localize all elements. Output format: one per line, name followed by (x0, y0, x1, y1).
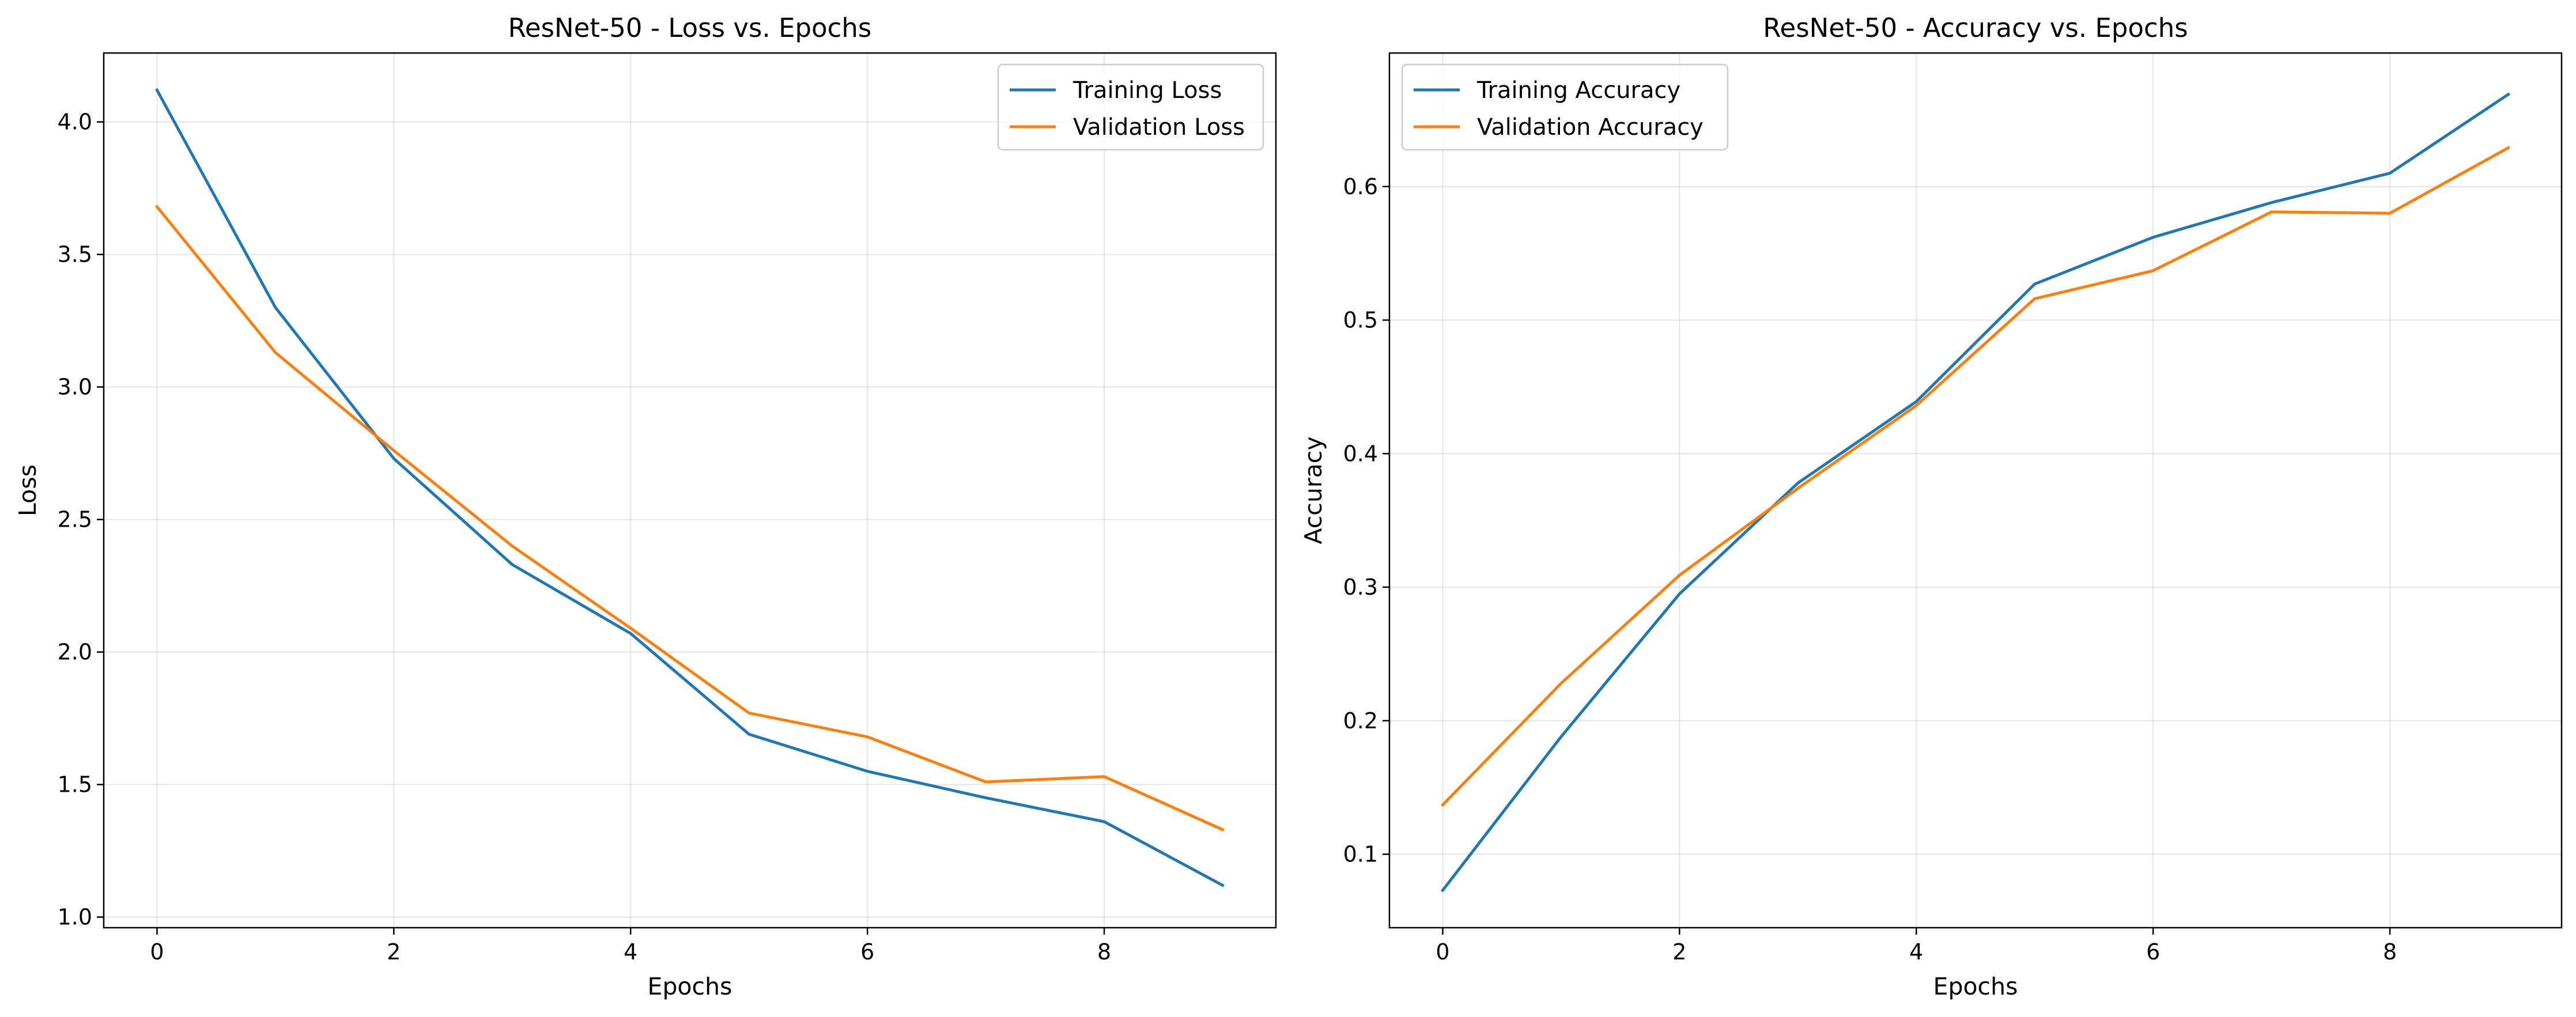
x-tick-label: 4 (1909, 939, 1923, 965)
y-tick-label: 1.0 (58, 905, 92, 930)
x-tick-label: 0 (150, 939, 164, 965)
y-tick-label: 4.0 (58, 109, 92, 135)
legend-box (997, 63, 1264, 151)
series-line-validation-loss (154, 205, 1225, 832)
x-tick-label: 2 (1672, 939, 1686, 965)
x-tick-label: 6 (860, 939, 874, 965)
x-axis-label: Epochs (1933, 973, 2018, 1000)
chart-title: ResNet-50 - Loss vs. Epochs (508, 13, 872, 43)
x-tick-label: 8 (1097, 939, 1111, 965)
x-axis-label: Epochs (648, 973, 732, 1000)
series-line-validation-accuracy (1440, 146, 2510, 807)
legend: Training Accuracy Validation Accuracy (1401, 63, 1729, 151)
y-tick-label: 0.1 (1343, 842, 1378, 867)
y-tick-label: 3.0 (58, 375, 92, 400)
series-line-training-accuracy (1440, 92, 2510, 893)
legend-entry-validation-accuracy: Validation Accuracy (1477, 114, 1704, 141)
axes-frame (103, 52, 1277, 929)
y-axis-label: Accuracy (1300, 436, 1327, 544)
chart-accuracy: 0 2 4 6 8 0.1 0.2 0.3 0.4 0.5 0.6 ResNet-50 - Accur… (1300, 13, 2563, 1000)
legend-entry-validation-loss: Validation Loss (1073, 114, 1245, 141)
y-tick-label: 2.5 (58, 507, 92, 532)
y-tick-label: 0.5 (1343, 308, 1378, 333)
y-axis-label: Loss (14, 464, 41, 516)
x-tick-label: 4 (624, 939, 637, 965)
chart-loss: 0 2 4 6 8 1.0 1.5 2.0 2.5 3.0 3.5 4.0 ResNet-50 - Lo… (14, 13, 1277, 1000)
x-tick-label: 8 (2383, 939, 2397, 965)
x-tick-label: 0 (1436, 939, 1449, 965)
y-tick-label: 3.5 (58, 242, 92, 267)
series-line-training-loss (155, 88, 1225, 887)
x-tick-label: 2 (387, 939, 401, 965)
legend-entry-training-loss: Training Loss (1072, 77, 1222, 104)
legend-box (1401, 63, 1729, 151)
x-tick-label: 6 (2146, 939, 2160, 965)
legend: Training Loss Validation Loss (997, 63, 1264, 151)
axes-frame (1388, 52, 2563, 929)
y-tick-label: 0.4 (1343, 441, 1378, 466)
chart-title: ResNet-50 - Accuracy vs. Epochs (1763, 13, 2188, 43)
legend-entry-training-accuracy: Training Accuracy (1476, 77, 1680, 104)
y-tick-label: 0.2 (1343, 708, 1378, 734)
y-tick-label: 2.0 (58, 640, 92, 665)
y-tick-label: 0.6 (1343, 174, 1378, 199)
y-tick-label: 1.5 (58, 772, 92, 797)
y-tick-label: 0.3 (1343, 574, 1378, 600)
